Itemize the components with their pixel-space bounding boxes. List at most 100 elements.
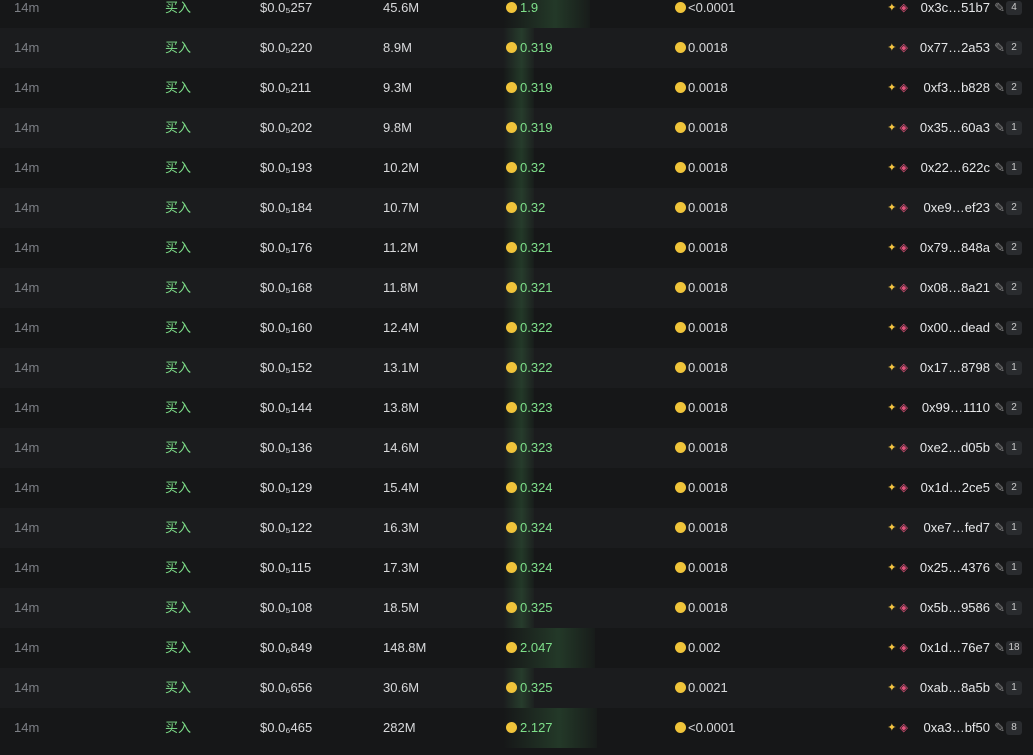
- edit-icon[interactable]: ✎: [994, 600, 1005, 615]
- edit-icon[interactable]: ✎: [994, 560, 1005, 575]
- coin-icon: [506, 642, 517, 653]
- price: $0.0₅122: [260, 520, 313, 535]
- maker-address[interactable]: 0xe9…ef23: [923, 200, 991, 215]
- tx-count: 2: [1006, 401, 1022, 415]
- time: 14m: [14, 160, 40, 175]
- edit-icon[interactable]: ✎: [994, 720, 1005, 735]
- coin-icon: [675, 682, 686, 693]
- time: 14m: [14, 720, 40, 735]
- tag-icons: ✦ ◈: [887, 242, 908, 254]
- tag-icons: ✦ ◈: [887, 362, 908, 374]
- tx-count: 1: [1006, 161, 1022, 175]
- price: $0.0₅136: [260, 440, 313, 455]
- maker-address[interactable]: 0x17…8798: [919, 360, 990, 375]
- amount: 8.9M: [383, 40, 412, 55]
- tx-count: 2: [1006, 281, 1022, 295]
- time: 14m: [14, 640, 40, 655]
- coin-icon: [675, 562, 686, 573]
- side: 买入: [165, 80, 192, 95]
- fee: 0.0018: [688, 80, 728, 95]
- tx-count: 2: [1006, 201, 1022, 215]
- edit-icon[interactable]: ✎: [994, 320, 1005, 335]
- maker-address[interactable]: 0x5b…9586: [919, 600, 990, 615]
- time: 14m: [14, 40, 40, 55]
- maker-address[interactable]: 0x22…622c: [920, 160, 990, 175]
- side: 买入: [165, 640, 192, 655]
- side: 买入: [165, 240, 192, 255]
- trade-row: 14m 买入 $0.0₅202 9.8M 0.319 0.0018 ✦ ◈ 0x35…60a3…: [0, 108, 1033, 148]
- coin-icon: [675, 402, 686, 413]
- price: $0.0₆656: [260, 680, 313, 695]
- amount: 16.3M: [383, 520, 420, 535]
- edit-icon[interactable]: ✎: [994, 120, 1005, 135]
- fee: 0.0018: [688, 400, 728, 415]
- edit-icon[interactable]: ✎: [994, 80, 1005, 95]
- maker-address[interactable]: 0x3c…51b7: [920, 0, 990, 15]
- edit-icon[interactable]: ✎: [994, 680, 1005, 695]
- maker-address[interactable]: 0x1d…76e7: [919, 640, 990, 655]
- fee: 0.0018: [688, 520, 728, 535]
- amount: 13.1M: [383, 360, 420, 375]
- maker-address[interactable]: 0x08…8a21: [919, 280, 990, 295]
- maker-address[interactable]: 0x35…60a3: [919, 120, 990, 135]
- edit-icon[interactable]: ✎: [994, 240, 1005, 255]
- maker-address[interactable]: 0xa3…bf50: [923, 720, 991, 735]
- edit-icon[interactable]: ✎: [994, 0, 1005, 15]
- maker-address[interactable]: 0xe2…d05b: [919, 440, 990, 455]
- edit-icon[interactable]: ✎: [994, 40, 1005, 55]
- maker-address[interactable]: 0x25…4376: [919, 560, 990, 575]
- amount: 9.8M: [383, 120, 412, 135]
- maker-address[interactable]: 0xab…8a5b: [919, 680, 990, 695]
- price: $0.0₅176: [260, 240, 313, 255]
- price: $0.0₅108: [260, 600, 313, 615]
- edit-icon[interactable]: ✎: [994, 440, 1005, 455]
- fee: 0.0018: [688, 360, 728, 375]
- edit-icon[interactable]: ✎: [994, 360, 1005, 375]
- maker-address[interactable]: 0xe7…fed7: [923, 520, 991, 535]
- edit-icon[interactable]: ✎: [994, 640, 1005, 655]
- maker-address[interactable]: 0x1d…2ce5: [920, 480, 990, 495]
- coin-icon: [506, 602, 517, 613]
- maker-address[interactable]: 0xf3…b828: [923, 80, 991, 95]
- edit-icon[interactable]: ✎: [994, 400, 1005, 415]
- side: 买入: [165, 600, 192, 615]
- coin-icon: [675, 642, 686, 653]
- tag-icons: ✦ ◈: [887, 202, 908, 214]
- edit-icon[interactable]: ✎: [994, 280, 1005, 295]
- maker-address[interactable]: 0x99…1110: [921, 400, 990, 415]
- value: 1.9: [520, 0, 539, 15]
- edit-icon[interactable]: ✎: [994, 160, 1005, 175]
- tag-icons: ✦ ◈: [887, 722, 908, 734]
- maker-address[interactable]: 0x79…848a: [919, 240, 990, 255]
- time: 14m: [14, 680, 40, 695]
- coin-icon: [675, 322, 686, 333]
- amount: 11.8M: [383, 280, 419, 295]
- trade-row: 14m 买入 $0.0₅184 10.7M 0.32 0.0018 ✦ ◈ 0xe9…ef23…: [0, 188, 1033, 228]
- fee: 0.0018: [688, 160, 728, 175]
- amount: 45.6M: [383, 0, 420, 15]
- time: 14m: [14, 200, 40, 215]
- maker-address[interactable]: 0x00…dead: [919, 320, 990, 335]
- fee: <0.0001: [688, 720, 736, 735]
- coin-icon: [675, 242, 686, 253]
- maker-address[interactable]: 0x77…2a53: [919, 40, 990, 55]
- coin-icon: [506, 242, 517, 253]
- amount: 10.2M: [383, 160, 420, 175]
- edit-icon[interactable]: ✎: [994, 480, 1005, 495]
- tx-count: 4: [1006, 1, 1022, 15]
- tag-icons: ✦ ◈: [887, 42, 908, 54]
- tx-count: 2: [1006, 241, 1022, 255]
- time: 14m: [14, 600, 40, 615]
- tx-count: 1: [1006, 601, 1022, 615]
- coin-icon: [675, 362, 686, 373]
- value-bar: [503, 708, 598, 748]
- edit-icon[interactable]: ✎: [994, 520, 1005, 535]
- coin-icon: [675, 522, 686, 533]
- time: 14m: [14, 120, 40, 135]
- coin-icon: [506, 162, 517, 173]
- value: 0.321: [520, 280, 553, 295]
- value: 0.323: [520, 400, 553, 415]
- tx-count: 1: [1006, 361, 1022, 375]
- edit-icon[interactable]: ✎: [994, 200, 1005, 215]
- tx-count: 1: [1006, 521, 1022, 535]
